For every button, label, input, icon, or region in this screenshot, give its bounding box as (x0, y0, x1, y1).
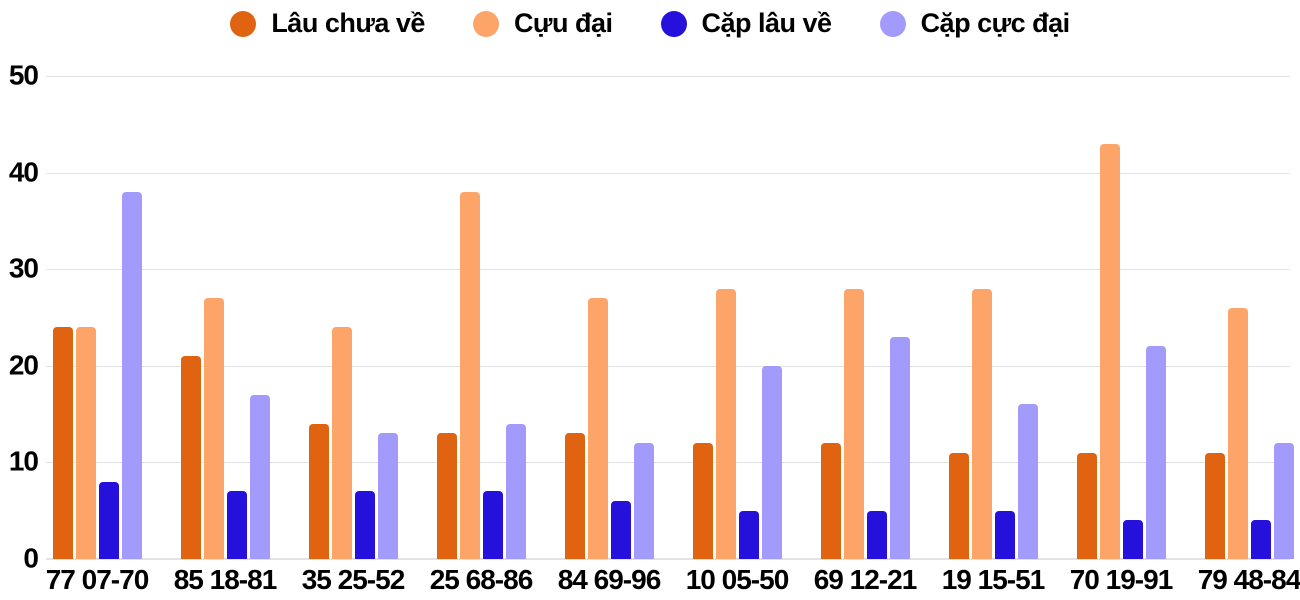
bar-group-8: 70 19-91 (1070, 76, 1173, 595)
bar-series-2-cat-3[interactable] (482, 491, 503, 559)
plot-area: 77 07-70 85 18-81 35 25-52 25 68-86 84 69-96… (46, 76, 1300, 595)
bar-series-1-cat-6[interactable] (843, 288, 864, 559)
bar-series-1-cat-4[interactable] (587, 298, 608, 559)
gridline (46, 76, 1290, 77)
bar-series-3-cat-9[interactable] (1273, 443, 1294, 559)
bar-series-1-cat-3[interactable] (459, 191, 480, 559)
legend-item-3[interactable]: Cặp cực đại (879, 8, 1071, 39)
bar-group-1: 85 18-81 (174, 76, 277, 595)
bar-series-1-cat-9[interactable] (1227, 307, 1248, 559)
bar-series-3-cat-4[interactable] (633, 443, 654, 559)
bar-series-2-cat-8[interactable] (1122, 520, 1143, 559)
bar-series-0-cat-4[interactable] (564, 433, 585, 559)
bar-series-2-cat-4[interactable] (610, 501, 631, 559)
bar-group-6: 69 12-21 (814, 76, 917, 595)
y-tick-label: 0 (23, 542, 39, 574)
y-tick-label: 30 (8, 252, 39, 284)
y-tick-label: 50 (8, 59, 39, 91)
bar-group-0: 77 07-70 (46, 76, 149, 595)
legend-swatch-icon (472, 10, 499, 37)
bar-series-0-cat-2[interactable] (308, 423, 329, 559)
bar-series-0-cat-8[interactable] (1076, 452, 1097, 559)
legend-swatch-icon (879, 10, 906, 37)
bar-series-1-cat-0[interactable] (75, 327, 96, 559)
bar-series-1-cat-2[interactable] (331, 327, 352, 559)
bar-series-1-cat-5[interactable] (715, 288, 736, 559)
bar-series-0-cat-0[interactable] (52, 327, 73, 559)
y-tick-label: 10 (8, 445, 39, 477)
legend-item-1[interactable]: Cựu đại (472, 8, 613, 39)
x-axis-label: 79 48-84 (1197, 564, 1300, 595)
bar-series-0-cat-7[interactable] (948, 452, 969, 559)
x-axis-label: 85 18-81 (173, 564, 278, 595)
bar-group-3: 25 68-86 (430, 76, 533, 595)
bar-group-2: 35 25-52 (302, 76, 405, 595)
legend-label: Lâu chưa về (271, 8, 425, 38)
bar-series-2-cat-1[interactable] (226, 491, 247, 559)
bar-group-4: 84 69-96 (558, 76, 661, 595)
bar-group-5: 10 05-50 (686, 76, 789, 595)
x-axis-label: 35 25-52 (301, 564, 406, 595)
gridline (46, 462, 1290, 464)
bar-series-2-cat-6[interactable] (866, 510, 887, 559)
bar-series-2-cat-0[interactable] (98, 481, 119, 559)
bar-groups: 77 07-70 85 18-81 35 25-52 25 68-86 84 69-96… (46, 76, 1300, 595)
bar-series-3-cat-1[interactable] (249, 394, 270, 559)
bar-series-3-cat-7[interactable] (1017, 404, 1038, 559)
gridline (46, 269, 1290, 271)
gridline (46, 365, 1290, 367)
legend-swatch-icon (230, 10, 257, 37)
bar-group-7: 19 15-51 (942, 76, 1045, 595)
gridline (46, 172, 1290, 174)
bar-group-9: 79 48-84 (1198, 76, 1300, 595)
legend-item-2[interactable]: Cặp lâu về (660, 8, 833, 39)
chart-legend: Lâu chưa về Cựu đại Cặp lâu về Cặp cực đại (0, 8, 1300, 39)
bar-series-3-cat-3[interactable] (505, 423, 526, 559)
x-axis-label: 69 12-21 (813, 564, 918, 595)
bar-series-2-cat-7[interactable] (994, 510, 1015, 559)
bar-series-0-cat-6[interactable] (820, 443, 841, 559)
y-tick-label: 20 (8, 349, 39, 381)
legend-label: Cựu đại (513, 8, 613, 38)
x-axis-label: 77 07-70 (45, 564, 150, 595)
bar-series-2-cat-9[interactable] (1250, 520, 1271, 559)
bar-series-0-cat-1[interactable] (180, 356, 201, 559)
x-axis-label: 84 69-96 (557, 564, 662, 595)
bar-series-2-cat-2[interactable] (354, 491, 375, 559)
legend-swatch-icon (660, 10, 687, 37)
bar-series-2-cat-5[interactable] (738, 510, 759, 559)
legend-item-0[interactable]: Lâu chưa về (230, 8, 425, 39)
bar-series-1-cat-8[interactable] (1099, 143, 1120, 559)
x-axis-label: 70 19-91 (1069, 564, 1174, 595)
bar-series-0-cat-5[interactable] (692, 443, 713, 559)
bar-series-0-cat-3[interactable] (436, 433, 457, 559)
x-axis-label: 19 15-51 (941, 564, 1046, 595)
bar-series-3-cat-5[interactable] (761, 365, 782, 559)
x-axis-label: 25 68-86 (429, 564, 534, 595)
legend-label: Cặp cực đại (920, 8, 1071, 38)
bar-series-1-cat-7[interactable] (971, 288, 992, 559)
x-axis-label: 10 05-50 (685, 564, 790, 595)
bar-series-3-cat-2[interactable] (377, 433, 398, 559)
bar-series-3-cat-0[interactable] (121, 191, 142, 559)
bar-series-3-cat-6[interactable] (889, 336, 910, 559)
y-axis: 0 10 20 30 40 50 (0, 59, 39, 573)
x-axis-line (46, 558, 1290, 560)
bar-series-1-cat-1[interactable] (203, 298, 224, 559)
bar-series-3-cat-8[interactable] (1145, 346, 1166, 559)
legend-label: Cặp lâu về (701, 8, 833, 38)
bar-series-0-cat-9[interactable] (1204, 452, 1225, 559)
y-tick-label: 40 (8, 155, 39, 187)
